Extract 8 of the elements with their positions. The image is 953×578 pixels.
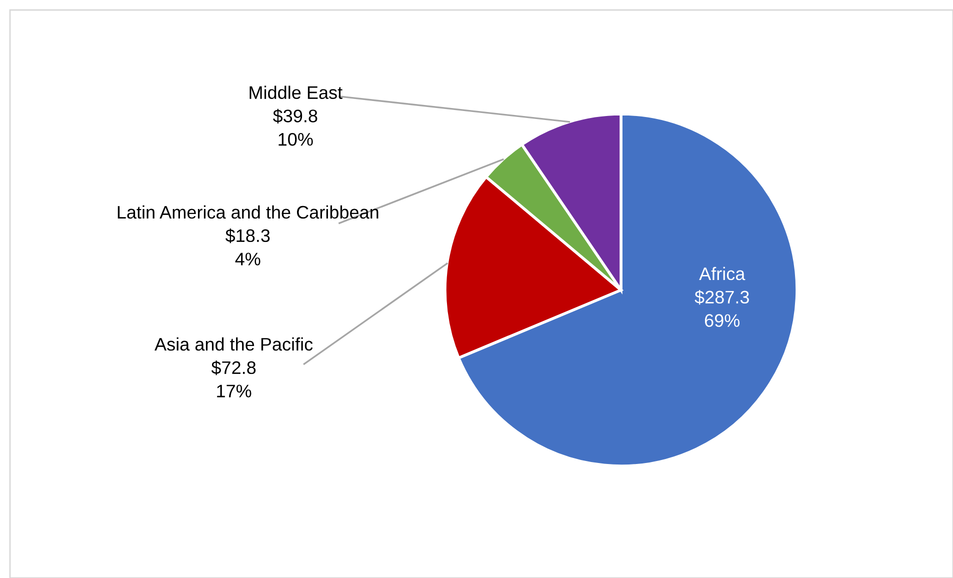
slice-label: Middle East <box>250 86 342 99</box>
data-label: $287.3 69% <box>694 290 749 327</box>
slice-label: Asia and the Pacific <box>154 337 313 351</box>
data-label: $18.3 4% <box>225 228 270 266</box>
slice-label: Africa <box>699 266 746 280</box>
data-label: $72.8 17% <box>211 360 256 398</box>
data-label: $39.8 10% <box>273 108 318 146</box>
slice-label: Latin America and the Caribbean <box>118 205 378 219</box>
